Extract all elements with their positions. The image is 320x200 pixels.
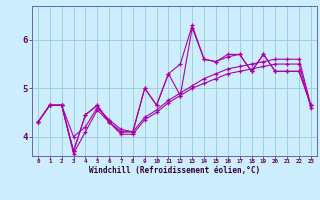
X-axis label: Windchill (Refroidissement éolien,°C): Windchill (Refroidissement éolien,°C) — [89, 166, 260, 175]
